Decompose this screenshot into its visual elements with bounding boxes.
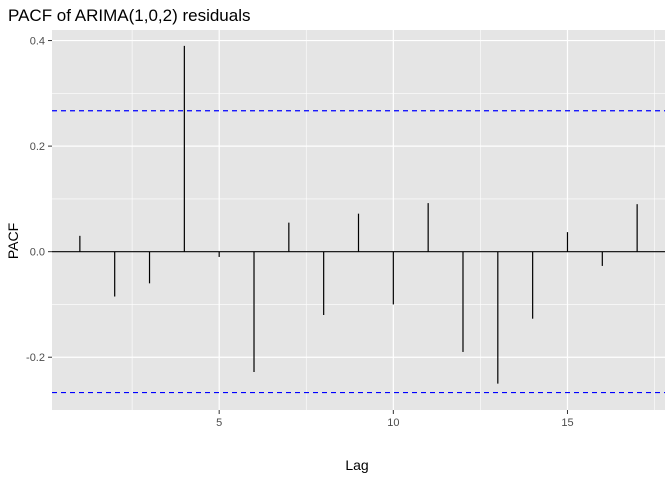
pacf-bars bbox=[79, 45, 638, 384]
y-tick-label: -0.2 bbox=[26, 352, 45, 364]
chart-title: PACF of ARIMA(1,0,2) residuals bbox=[8, 6, 251, 25]
x-axis-title: Lag bbox=[345, 457, 368, 473]
y-tick-label: 0.4 bbox=[30, 36, 45, 48]
confidence-bounds bbox=[52, 110, 665, 394]
x-tick-label: 10 bbox=[387, 417, 399, 429]
minor-gridlines bbox=[52, 30, 665, 410]
x-tick-label: 15 bbox=[561, 417, 573, 429]
y-axis-ticks: -0.2 0.0 0.2 0.4 bbox=[26, 36, 52, 364]
y-axis-title: PACF bbox=[5, 223, 21, 259]
x-tick-label: 5 bbox=[216, 417, 222, 429]
x-axis-ticks: 5 10 15 bbox=[216, 410, 574, 429]
y-tick-label: 0.0 bbox=[30, 247, 45, 259]
y-tick-label: 0.2 bbox=[30, 141, 45, 153]
